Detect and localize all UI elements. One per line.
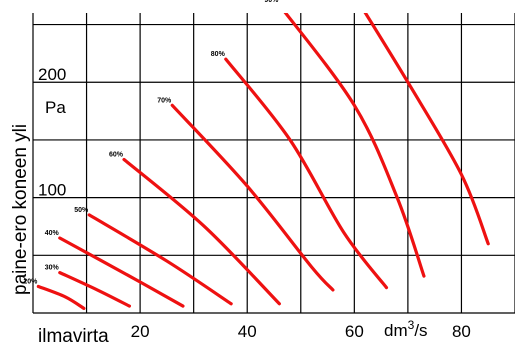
curve-label: 90% — [264, 0, 279, 4]
grid — [32, 13, 515, 314]
x-axis-unit: dm3/s — [384, 318, 428, 340]
y-tick-label: 200 — [38, 65, 66, 84]
x-unit-suffix: /s — [414, 321, 427, 340]
x-tick-label: 40 — [238, 322, 257, 341]
curve-label: 50% — [74, 207, 89, 214]
curve-label: 70% — [157, 97, 172, 104]
x-unit-power: 3 — [408, 318, 415, 332]
curve-label: 40% — [45, 230, 60, 237]
curve-80-line — [224, 57, 389, 290]
x-axis-title: ilmavirta — [38, 326, 109, 345]
curve-label: 20% — [23, 278, 38, 285]
series-group — [36, 13, 490, 310]
curve-label-group: 20%30%40%50%60%70%80%90%100 % — [23, 0, 279, 285]
curve-label: 60% — [109, 152, 124, 159]
curve-40-line — [58, 236, 185, 308]
y-axis-unit: Pa — [45, 98, 66, 117]
y-axis-title: paine-ero koneen yli — [10, 124, 31, 295]
y-tick-label: 100 — [38, 181, 66, 200]
curve-70-line — [170, 103, 335, 292]
x-tick-label: 20 — [131, 322, 150, 341]
curve-30-line — [58, 271, 131, 308]
tick-label-group: 20 40 60 80 100 200 — [38, 65, 471, 341]
curve-label: 30% — [45, 265, 60, 272]
curve-20-line — [36, 284, 86, 310]
curve-50-line — [87, 213, 233, 306]
curve-90-line — [283, 13, 426, 278]
x-tick-label: 80 — [452, 322, 471, 341]
x-tick-label: 60 — [345, 322, 364, 341]
curve-60-line — [122, 157, 281, 306]
curve-100-line — [363, 13, 490, 246]
x-unit-base: dm — [384, 321, 408, 340]
curve-label: 80% — [211, 51, 226, 58]
